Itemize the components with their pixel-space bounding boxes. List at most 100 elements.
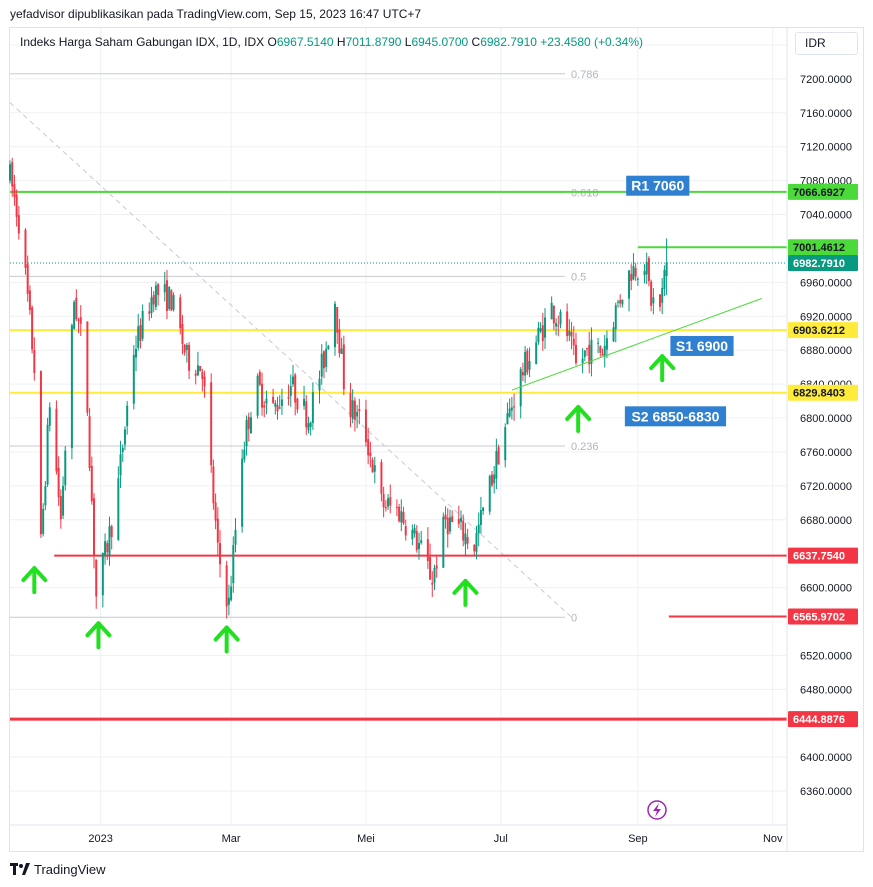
annotation-box[interactable] — [670, 335, 734, 356]
candle-body — [510, 407, 513, 411]
candle-body — [9, 164, 11, 181]
candle-body — [479, 510, 482, 526]
candle-body — [493, 474, 496, 484]
candle-body — [541, 325, 544, 342]
candle-body — [513, 406, 516, 408]
annotation-box[interactable] — [626, 175, 690, 196]
candle-body — [599, 346, 602, 353]
candle-body — [278, 407, 281, 409]
candle-body — [181, 324, 184, 344]
candle-body — [612, 327, 615, 342]
candle-body — [93, 498, 96, 557]
candle-body — [263, 405, 266, 408]
candle-body — [303, 398, 306, 406]
candle-body — [249, 417, 252, 434]
symbol-legend: Indeks Harga Saham Gabungan IDX, 1D, IDX… — [20, 35, 643, 49]
candle-body — [247, 416, 250, 430]
candle-body — [17, 215, 20, 234]
candle-body — [183, 344, 186, 353]
candle-body — [59, 496, 62, 520]
candle-body — [132, 354, 135, 404]
candle-body — [256, 375, 259, 416]
candle-body — [327, 345, 330, 349]
candle-body — [70, 325, 73, 449]
candle-body — [444, 514, 447, 520]
candle-body — [117, 478, 120, 541]
candle-body — [426, 539, 429, 562]
candle-body — [11, 162, 14, 187]
candle-body — [373, 465, 376, 472]
tradingview-brand[interactable]: TradingView — [34, 861, 106, 877]
candle-body — [188, 344, 191, 371]
up-arrow-icon — [452, 578, 479, 607]
up-arrow-head — [649, 354, 676, 371]
candle-body — [26, 264, 29, 294]
candle-body — [621, 299, 624, 305]
price-tag-label: 6982.7910 — [793, 258, 845, 270]
price-tag-label: 6903.6212 — [793, 325, 845, 337]
candle-body — [230, 586, 233, 601]
candle-body — [586, 348, 589, 350]
close-value: 6982.7910 — [480, 35, 537, 49]
candle-body — [526, 350, 529, 373]
candle-body — [387, 498, 390, 507]
rising-trendline[interactable] — [511, 298, 762, 391]
candle-body — [581, 358, 584, 364]
y-tick-label: 7160.0000 — [800, 108, 852, 120]
candle-body — [559, 311, 562, 325]
candle-body — [320, 353, 323, 377]
candle-body — [210, 382, 213, 466]
fib-level-label: 0.236 — [571, 441, 599, 453]
x-tick-label: Nov — [763, 833, 783, 845]
candle-body — [645, 261, 648, 275]
candle-body — [521, 372, 524, 376]
symbol-name[interactable]: Indeks Harga Saham Gabungan IDX, 1D, IDX — [20, 35, 265, 49]
candle-body — [429, 557, 432, 580]
candle-body — [597, 342, 600, 344]
y-tick-label: 6680.0000 — [800, 515, 852, 527]
candle-body — [603, 345, 606, 357]
candle-body — [225, 565, 228, 607]
candle-body — [212, 466, 215, 504]
y-tick-label: 6760.0000 — [800, 447, 852, 459]
fib-level-label: 0.618 — [571, 187, 599, 199]
candle-body — [380, 462, 383, 494]
candle-body — [552, 305, 555, 324]
candle-body — [88, 416, 91, 469]
candle-body — [457, 518, 460, 524]
candle-body — [358, 409, 361, 412]
tradingview-logo-icon[interactable] — [10, 862, 30, 876]
candle-body — [482, 507, 485, 511]
candle-body — [241, 458, 244, 527]
candle-body — [588, 344, 591, 365]
candle-body — [77, 319, 80, 321]
candle-body — [55, 408, 58, 472]
candle-body — [75, 297, 78, 320]
candle-body — [311, 392, 314, 423]
candle-body — [234, 529, 237, 545]
candle-body — [73, 302, 76, 329]
candle-body — [104, 541, 107, 556]
candle-body — [79, 317, 82, 324]
y-tick-label: 6720.0000 — [800, 481, 852, 493]
candle-body — [216, 518, 219, 543]
candle-body — [287, 396, 290, 399]
annotation-label: S1 6900 — [676, 338, 728, 354]
candle-body — [420, 540, 423, 544]
candle-body — [110, 526, 113, 538]
price-tag — [788, 183, 858, 200]
candle-body — [139, 325, 142, 341]
candle-body — [137, 326, 140, 348]
candle-body — [219, 543, 222, 565]
candle-body — [305, 401, 308, 428]
candle-body — [349, 393, 352, 417]
candle-body — [265, 398, 268, 404]
annotation-box[interactable] — [624, 406, 727, 427]
candle-body — [632, 265, 635, 280]
currency-button[interactable]: IDR — [795, 32, 858, 55]
candle-body — [119, 454, 122, 476]
candle-body — [431, 582, 434, 585]
candle-body — [296, 398, 299, 410]
up-arrow-icon — [649, 354, 676, 383]
